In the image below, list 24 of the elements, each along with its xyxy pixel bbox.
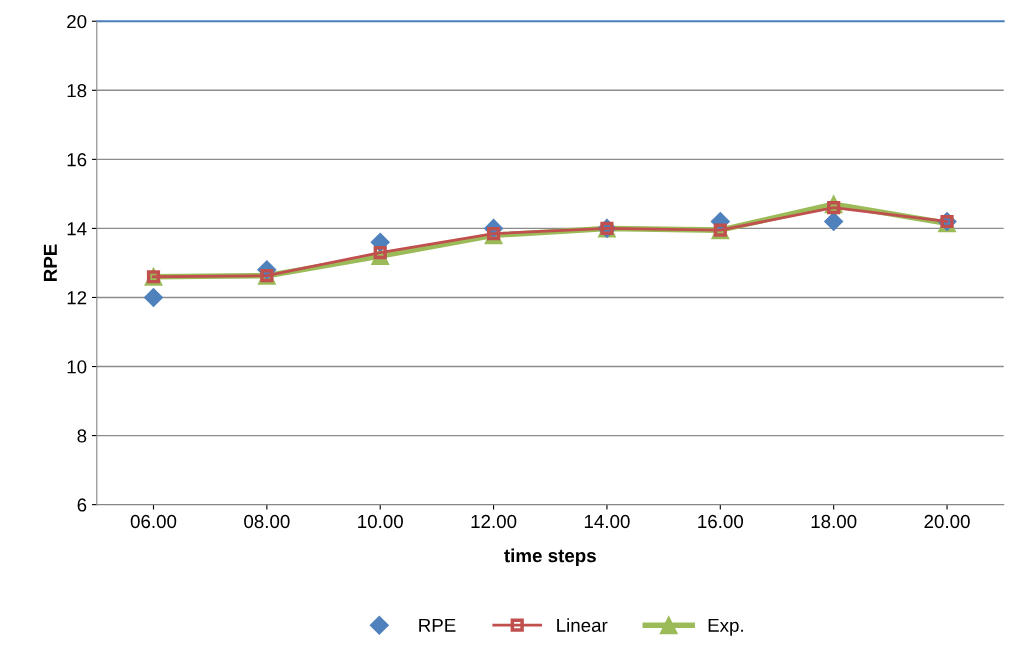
y-tick-label: 16 bbox=[67, 153, 87, 167]
y-tick-label: 12 bbox=[67, 291, 87, 305]
legend-label: Linear bbox=[557, 618, 608, 632]
y-tick-label: 6 bbox=[77, 498, 87, 512]
y-tick-label: 18 bbox=[67, 84, 87, 98]
y-axis-title: RPE bbox=[43, 244, 57, 281]
x-tick-label: 12.00 bbox=[471, 514, 517, 529]
y-tick-label: 20 bbox=[67, 14, 87, 29]
legend-label: RPE bbox=[419, 618, 456, 632]
y-tick-label: 10 bbox=[67, 360, 87, 374]
point bbox=[143, 287, 164, 308]
x-tick-label: 18.00 bbox=[811, 514, 857, 529]
x-tick-label: 14.00 bbox=[584, 514, 630, 529]
x-tick-label: 16.00 bbox=[698, 514, 744, 529]
x-tick-label: 08.00 bbox=[244, 514, 290, 529]
point bbox=[373, 245, 387, 260]
point bbox=[824, 211, 844, 232]
x-axis-title: time steps bbox=[504, 548, 596, 566]
x-tick-label: 06.00 bbox=[130, 514, 177, 529]
y-tick-label: 8 bbox=[77, 429, 87, 443]
y-tick-label: 14 bbox=[67, 222, 87, 236]
legend-label: Exp. bbox=[708, 618, 743, 636]
x-tick-label: 10.00 bbox=[358, 514, 403, 529]
x-tick-label: 20.00 bbox=[924, 514, 970, 529]
